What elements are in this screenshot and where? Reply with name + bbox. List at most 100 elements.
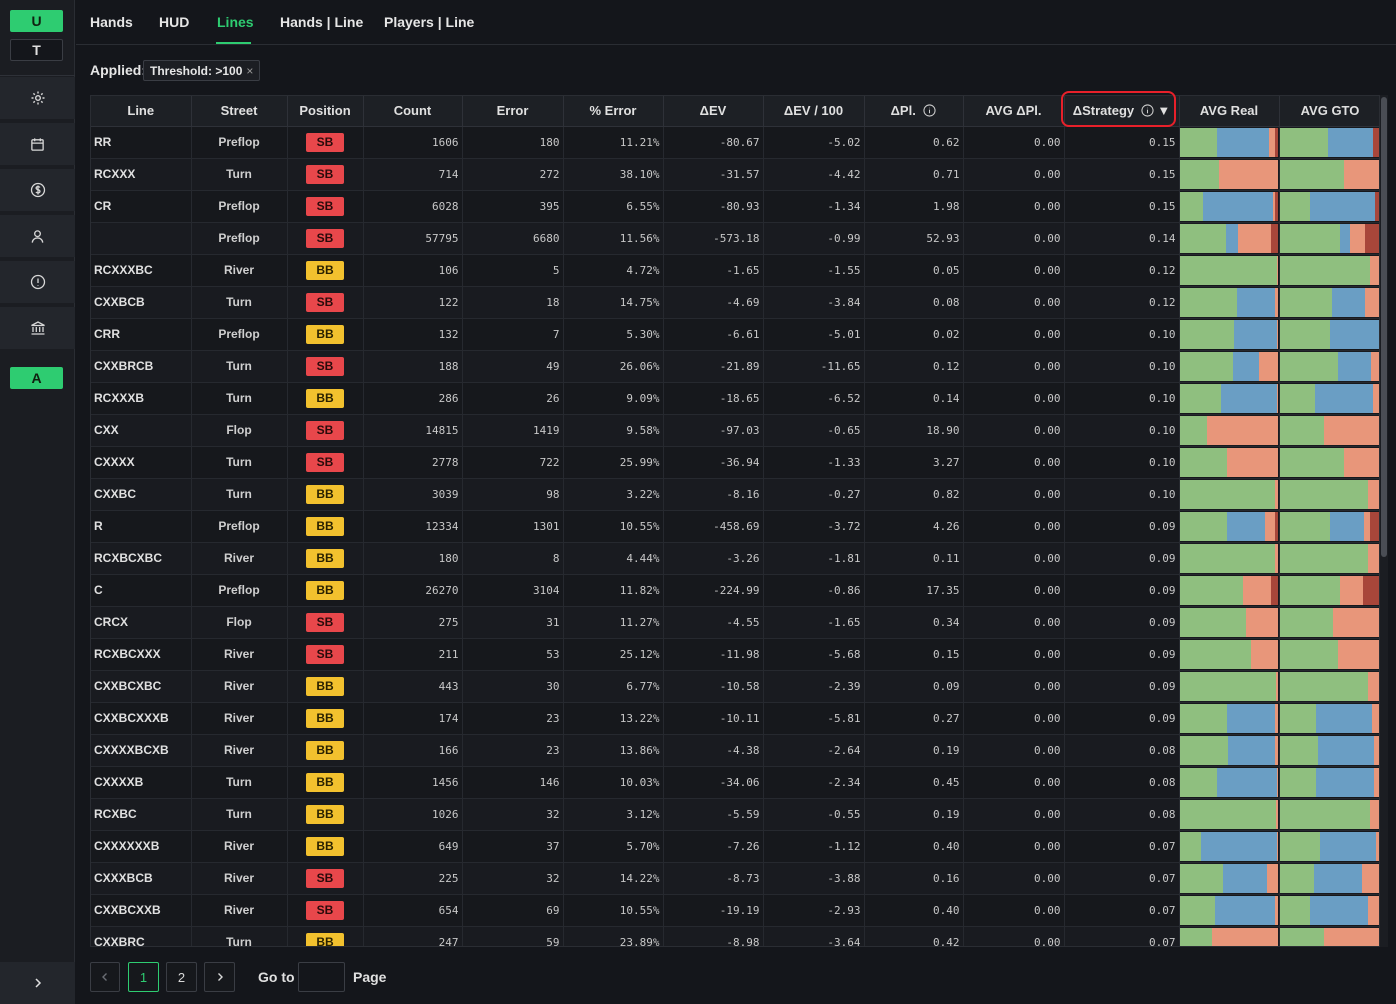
strategy-segment (1275, 799, 1278, 829)
cell-avgdpl: 0.00 (963, 318, 1065, 351)
sort-desc-icon[interactable]: ▼ (1157, 103, 1171, 119)
cell-avgdpl: 0.00 (963, 286, 1065, 319)
strategy-segment (1309, 895, 1369, 925)
table-row[interactable]: CRR Preflop BB 132 7 5.30% -6.61 -5.01 0.02 0.00 0… (91, 318, 1379, 351)
col-header-avg-gto[interactable]: AVG GTO (1279, 96, 1379, 127)
col-header-error[interactable]: Error (462, 96, 564, 127)
tab-hud[interactable]: HUD (159, 14, 190, 30)
sidebar-item-money[interactable] (0, 169, 75, 211)
strategy-segment (1221, 383, 1277, 413)
table-row[interactable]: CXXXXB Turn BB 1456 146 10.03% -34.06 -2.34 0.45… (91, 766, 1379, 799)
strategy-stacked-bar (1179, 799, 1278, 829)
avg-gto-bar (1279, 798, 1379, 831)
strategy-segment (1350, 223, 1366, 253)
avg-gto-bar (1279, 862, 1379, 895)
user-t-button[interactable]: T (10, 39, 63, 61)
col-header-position[interactable]: Position (287, 96, 364, 127)
strategy-segment (1219, 159, 1278, 189)
col-header-dev100[interactable]: ΔEV / 100 (763, 96, 865, 127)
table-row[interactable]: C Preflop BB 26270 3104 11.82% -224.99 -0.86 17.… (91, 574, 1379, 607)
user-a-button[interactable]: A (10, 367, 63, 389)
table-row[interactable]: RCXXXBC River BB 106 5 4.72% -1.65 -1.55 0.05 0.0… (91, 254, 1379, 287)
sidebar-item-calendar[interactable] (0, 123, 75, 165)
table-row[interactable]: CXXBCXXB River SB 654 69 10.55% -19.19 -2.93 0.4… (91, 894, 1379, 927)
close-icon[interactable]: × (246, 63, 254, 78)
sidebar-collapse-button[interactable] (0, 962, 75, 1004)
table-row[interactable]: CXXXX Turn SB 2778 722 25.99% -36.94 -1.33 3.27 0… (91, 446, 1379, 479)
strategy-segment (1279, 159, 1345, 189)
col-header-street[interactable]: Street (191, 96, 288, 127)
strategy-segment (1279, 767, 1316, 797)
col-header-dpl[interactable]: ΔPl. (864, 96, 964, 127)
table-row[interactable]: CRCX Flop SB 275 31 11.27% -4.55 -1.65 0.34 0.00 0… (91, 606, 1379, 639)
table-row[interactable]: RCXBCXBC River BB 180 8 4.44% -3.26 -1.81 0.11 0.… (91, 542, 1379, 575)
table-row[interactable]: CXX Flop SB 14815 1419 9.58% -97.03 -0.65 18.90 0… (91, 414, 1379, 447)
col-header-dev[interactable]: ΔEV (663, 96, 764, 127)
table-row[interactable]: RCXBC Turn BB 1026 32 3.12% -5.59 -0.55 0.19 0.00… (91, 798, 1379, 831)
col-header-count[interactable]: Count (363, 96, 463, 127)
strategy-segment (1274, 287, 1278, 317)
tab-lines[interactable]: Lines (217, 14, 254, 30)
sidebar-item-alerts[interactable] (0, 261, 75, 303)
strategy-stacked-bar (1279, 703, 1379, 733)
strategy-segment (1340, 223, 1351, 253)
user-u-button[interactable]: U (10, 10, 63, 32)
table-row[interactable]: CXXBCB Turn SB 122 18 14.75% -4.69 -3.84 0.08 0.0… (91, 286, 1379, 319)
table-row[interactable]: Preflop SB 57795 6680 11.56% -573.18 -0.99 52.9… (91, 222, 1379, 255)
col-header-avgdpl[interactable]: AVG ΔPl. (963, 96, 1065, 127)
threshold-filter-chip[interactable]: Threshold: >100 × (143, 60, 261, 81)
col-header-avg-real[interactable]: AVG Real (1179, 96, 1280, 127)
cell-dstrategy: 0.10 (1064, 446, 1180, 479)
table-row[interactable]: CXXXBCB River SB 225 32 14.22% -8.73 -3.88 0.16 0… (91, 862, 1379, 895)
table-row[interactable]: CXXBRC Turn BB 247 59 23.89% -8.98 -3.64 0.42 0.0… (91, 926, 1379, 946)
cell-avgdpl: 0.00 (963, 766, 1065, 799)
cell-line: CXXBRCB (91, 350, 192, 383)
table-row[interactable]: CXXBC Turn BB 3039 98 3.22% -8.16 -0.27 0.82 0.00… (91, 478, 1379, 511)
page-button-1[interactable]: 1 (128, 962, 159, 992)
go-to-page-input[interactable] (298, 962, 345, 992)
info-icon[interactable] (1141, 104, 1154, 117)
strategy-stacked-bar (1279, 831, 1379, 861)
cell-avgdpl: 0.00 (963, 382, 1065, 415)
table-row[interactable]: CXXXXXXB River BB 649 37 5.70% -7.26 -1.12 0.40 0… (91, 830, 1379, 863)
page-button-2[interactable]: 2 (166, 962, 197, 992)
tab-hands-line[interactable]: Hands | Line (280, 14, 364, 30)
tab-players-line[interactable]: Players | Line (384, 14, 475, 30)
col-header-line[interactable]: Line (91, 96, 192, 127)
strategy-stacked-bar (1179, 735, 1278, 765)
table-row[interactable]: CXXXXBCXB River BB 166 23 13.86% -4.38 -2.64 0.1… (91, 734, 1379, 767)
table-row[interactable]: CXXBCXBC River BB 443 30 6.77% -10.58 -2.39 0.09… (91, 670, 1379, 703)
tab-hands[interactable]: Hands (90, 14, 133, 30)
table-row[interactable]: RCXXX Turn SB 714 272 38.10% -31.57 -4.42 0.71 0.… (91, 158, 1379, 191)
info-icon[interactable] (923, 104, 937, 117)
sidebar-item-players[interactable] (0, 215, 75, 257)
cell-dpl: 0.62 (864, 126, 964, 159)
col-header-dstrategy[interactable]: ΔStrategy ▼ (1064, 96, 1180, 127)
table-row[interactable]: RCXXXB Turn BB 286 26 9.09% -18.65 -6.52 0.14 0.0… (91, 382, 1379, 415)
table-scrollbar[interactable] (1380, 95, 1388, 947)
table-row[interactable]: CXXBRCB Turn SB 188 49 26.06% -21.89 -11.65 0.12… (91, 350, 1379, 383)
next-page-button[interactable] (204, 962, 235, 992)
col-header-perror[interactable]: % Error (563, 96, 664, 127)
cell-count: 649 (363, 830, 463, 863)
table-row[interactable]: R Preflop BB 12334 1301 10.55% -458.69 -3.72 4.2… (91, 510, 1379, 543)
cell-avgdpl: 0.00 (963, 734, 1065, 767)
strategy-segment (1344, 159, 1379, 189)
cell-dev: -80.67 (663, 126, 764, 159)
strategy-stacked-bar (1179, 415, 1278, 445)
strategy-stacked-bar (1179, 191, 1278, 221)
strategy-segment (1179, 543, 1275, 573)
cell-position: BB (287, 510, 364, 543)
table-row[interactable]: CXXBCXXXB River BB 174 23 13.22% -10.11 -5.81 0.… (91, 702, 1379, 735)
scrollbar-thumb[interactable] (1381, 97, 1387, 557)
table-row[interactable]: CR Preflop SB 6028 395 6.55% -80.93 -1.34 1.98 0.… (91, 190, 1379, 223)
table-row[interactable]: RR Preflop SB 1606 180 11.21% -80.67 -5.02 0.62 0… (91, 126, 1379, 159)
sidebar-item-bank[interactable] (0, 307, 75, 349)
prev-page-button[interactable] (90, 962, 120, 992)
strategy-segment (1245, 607, 1278, 637)
strategy-stacked-bar (1179, 319, 1278, 349)
strategy-stacked-bar (1279, 479, 1379, 509)
sidebar-item-settings[interactable] (0, 77, 75, 119)
avg-real-bar (1179, 798, 1280, 831)
table-row[interactable]: RCXBCXXX River SB 211 53 25.12% -11.98 -5.68 0.1… (91, 638, 1379, 671)
